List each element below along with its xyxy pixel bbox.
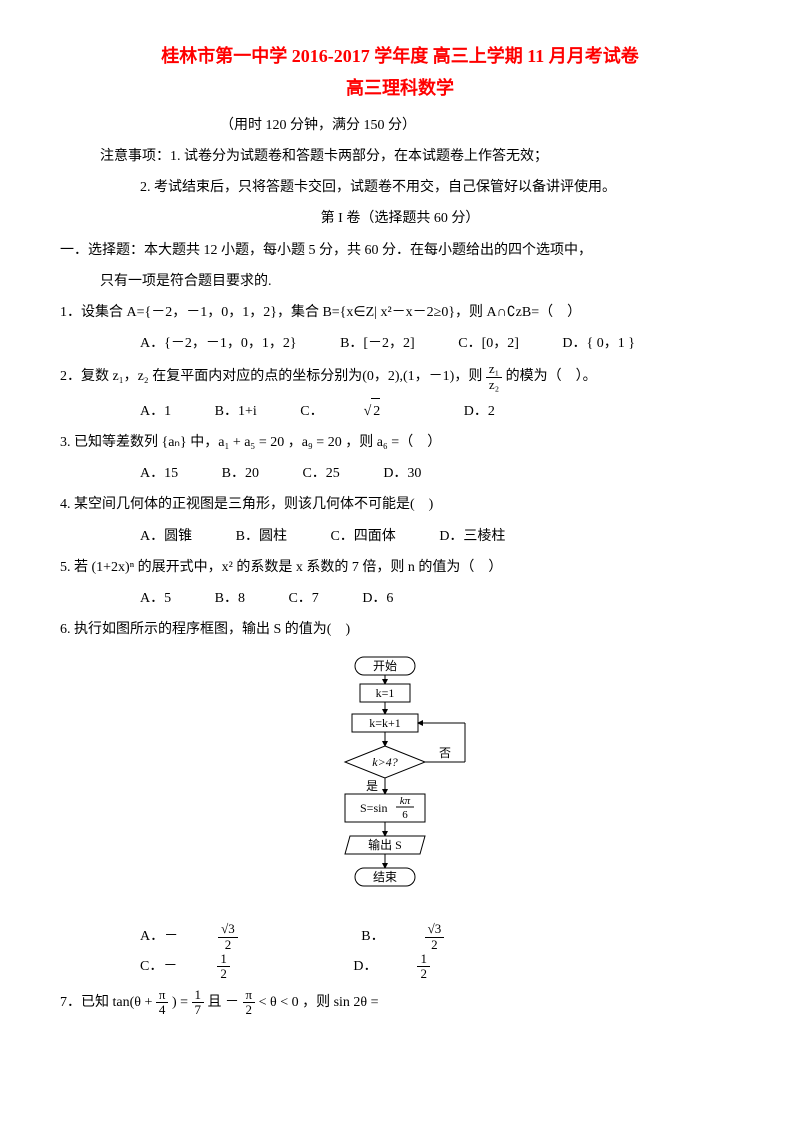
q6-opt-d: D． 12 (353, 952, 510, 982)
q6-d-num: 1 (417, 952, 430, 967)
q6-c-pre: C．－ (140, 954, 177, 979)
svg-text:否: 否 (439, 746, 451, 760)
svg-text:6: 6 (402, 809, 408, 821)
q6-options: A．－√32 B．√32 C．－12 D．12 (60, 922, 740, 981)
flowchart-diagram: 开始 k=1 k=k+1 k>4? 否 是 S=sin kπ 6 输出 S 结束 (290, 652, 510, 912)
q6-opt-c: C．－ 12 (140, 952, 310, 982)
q2-stem: 2．复数 z₁，z₂ 在复平面内对应的点的坐标分别为(0，2),(1，－1)，则… (60, 362, 740, 392)
svg-text:k=k+1: k=k+1 (369, 716, 401, 730)
q4-opt-c: C．四面体 (330, 524, 395, 549)
section1-heading: 一．选择题：本大题共 12 小题，每小题 5 分，共 60 分．在每小题给出的四… (60, 238, 740, 263)
q2-opt-c: C．√2 (300, 398, 420, 424)
q6-c-den: 2 (217, 967, 230, 981)
svg-text:kπ: kπ (400, 795, 411, 807)
q2-stem-b: 的模为（ ）。 (506, 369, 597, 384)
svg-text:开始: 开始 (373, 659, 397, 673)
exam-title-line1: 桂林市第一中学 2016-2017 学年度 高三上学期 11 月月考试卷 (60, 40, 740, 72)
svg-text:k=1: k=1 (376, 686, 395, 700)
q6-c-num: 1 (217, 952, 230, 967)
q6-b-den: 2 (425, 938, 445, 952)
svg-text:输出 S: 输出 S (368, 837, 402, 852)
q5-stem: 5. 若 (1+2x)ⁿ 的展开式中，x² 的系数是 x 系数的 7 倍，则 n… (60, 555, 740, 580)
q6-a-den: 2 (218, 938, 238, 952)
notice-1: 1. 试卷分为试题卷和答题卡两部分，在本试题卷上作答无效； (170, 149, 548, 164)
q1-opt-c: C．[0，2] (458, 331, 519, 356)
q2-stem-a: 2．复数 z₁，z₂ 在复平面内对应的点的坐标分别为(0，2),(1，－1)，则 (60, 369, 482, 384)
q7-a: 7．已知 tan(θ + (60, 995, 152, 1010)
q6-d-pre: D． (353, 954, 377, 979)
q6-opt-b: B． √32 (361, 922, 524, 952)
q5-opt-c: C．7 (288, 586, 318, 611)
q3-opt-d: D．30 (383, 461, 421, 486)
q6-b-pre: B． (361, 924, 384, 949)
svg-text:是: 是 (366, 779, 378, 793)
q2-opt-a: A．1 (140, 399, 171, 424)
q7-pi2-num: π (243, 988, 256, 1003)
q4-stem: 4. 某空间几何体的正视图是三角形，则该几何体不可能是( ) (60, 492, 740, 517)
svg-text:k>4?: k>4? (372, 755, 397, 769)
q1-options: A．{－2，－1，0，1，2} B．[－2，2] C．[0，2] D．{ 0，1… (60, 331, 740, 356)
svg-text:S=sin: S=sin (360, 801, 387, 815)
q6-a-num: √3 (218, 922, 238, 937)
q6-opt-a: A．－ √32 (140, 922, 318, 952)
q7-c: 且 － (208, 995, 240, 1010)
q2-c-pre: C． (300, 399, 323, 424)
q7-one7-den: 7 (192, 1003, 205, 1017)
notice-2: 2. 考试结束后，只将答题卡交回，试题卷不用交，自己保管好以备讲评使用。 (60, 175, 740, 200)
q6-a-pre: A．－ (140, 924, 178, 949)
q6-b-num: √3 (425, 922, 445, 937)
q6-stem: 6. 执行如图所示的程序框图，输出 S 的值为( ) (60, 617, 740, 642)
q1-opt-b: B．[－2，2] (340, 331, 415, 356)
q7-pi2: π2 (243, 988, 256, 1018)
q3-stem: 3. 已知等差数列 {aₙ} 中，a₁ + a₅ = 20 ，a₉ = 20 ，… (60, 430, 740, 455)
q7-pi4-den: 4 (156, 1003, 169, 1017)
q2-frac-den: z₂ (486, 378, 502, 392)
q1-opt-a: A．{－2，－1，0，1，2} (140, 331, 297, 356)
q7-pi2-den: 2 (243, 1003, 256, 1017)
q7-d: < θ < 0 ，则 sin 2θ = (259, 995, 379, 1010)
q6-d-den: 2 (417, 967, 430, 981)
q3-opt-b: B．20 (222, 461, 259, 486)
q5-options: A．5 B．8 C．7 D．6 (60, 586, 740, 611)
svg-text:结束: 结束 (373, 870, 397, 884)
q3-opt-c: C．25 (302, 461, 339, 486)
q2-opt-b: B．1+i (215, 399, 257, 424)
q2-options: A．1 B．1+i C．√2 D．2 (60, 398, 740, 424)
q7-b: ) = (172, 995, 188, 1010)
part1-heading: 第 I 卷（选择题共 60 分） (60, 206, 740, 231)
time-note: （用时 120 分钟，满分 150 分） (180, 113, 740, 138)
q2-c-rad: 2 (371, 398, 380, 424)
q2-opt-d: D．2 (464, 399, 495, 424)
q3-options: A．15 B．20 C．25 D．30 (60, 461, 740, 486)
q5-opt-b: B．8 (215, 586, 245, 611)
q4-opt-a: A．圆锥 (140, 524, 192, 549)
notice-label: 注意事项： (100, 149, 170, 164)
q4-options: A．圆锥 B．圆柱 C．四面体 D．三棱柱 (60, 524, 740, 549)
q7-pi4-num: π (156, 988, 169, 1003)
q7-pi4: π4 (156, 988, 169, 1018)
section1-heading2: 只有一项是符合题目要求的. (60, 269, 740, 294)
q7-one7: 17 (192, 988, 205, 1018)
exam-title-line2: 高三理科数学 (60, 72, 740, 104)
q2-frac-num: z₁ (486, 362, 502, 377)
q5-opt-a: A．5 (140, 586, 171, 611)
q7-stem: 7．已知 tan(θ + π4 ) = 17 且 － π2 < θ < 0 ，则… (60, 988, 740, 1018)
q3-opt-a: A．15 (140, 461, 178, 486)
q2-fraction: z₁ z₂ (486, 362, 502, 392)
q7-one7-num: 1 (192, 988, 205, 1003)
notice-block: 注意事项：1. 试卷分为试题卷和答题卡两部分，在本试题卷上作答无效； (60, 144, 740, 169)
q5-opt-d: D．6 (362, 586, 393, 611)
q1-stem: 1．设集合 A={－2，－1，0，1，2}，集合 B={x∈Z| x²－x－2≥… (60, 300, 740, 325)
q4-opt-d: D．三棱柱 (439, 524, 505, 549)
q4-opt-b: B．圆柱 (236, 524, 287, 549)
q1-opt-d: D．{ 0，1 } (562, 331, 635, 356)
